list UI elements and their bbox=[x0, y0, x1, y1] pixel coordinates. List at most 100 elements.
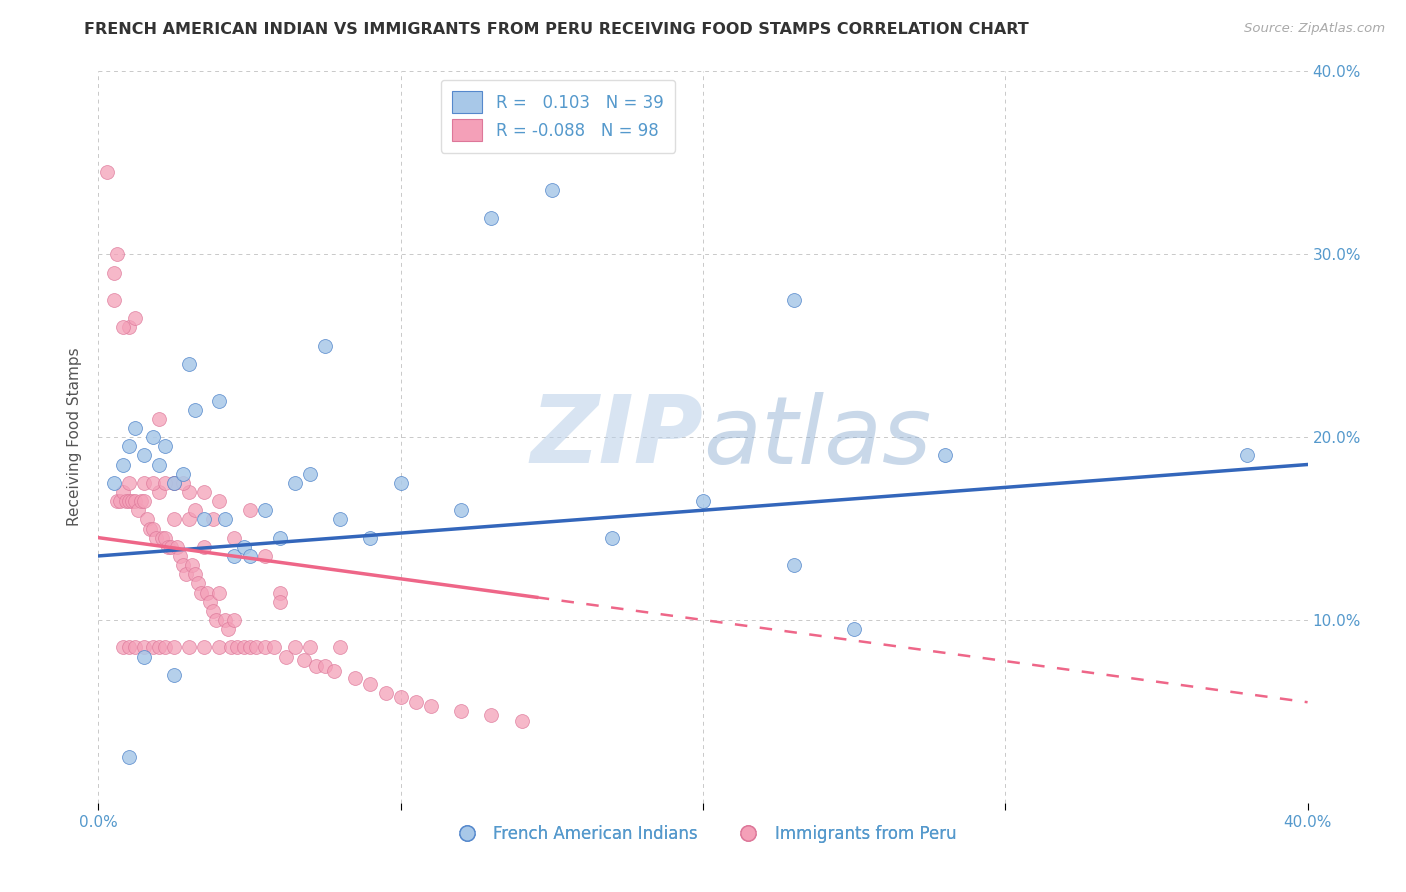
Point bbox=[208, 640, 231, 655]
Point bbox=[292, 653, 315, 667]
Point bbox=[142, 475, 165, 490]
Point bbox=[181, 558, 204, 573]
Point bbox=[156, 540, 179, 554]
Point bbox=[111, 458, 134, 472]
Point bbox=[224, 531, 246, 545]
Point bbox=[269, 531, 291, 545]
Point bbox=[111, 320, 134, 334]
Point bbox=[148, 485, 170, 500]
Point bbox=[103, 266, 125, 280]
Point bbox=[166, 540, 188, 554]
Point bbox=[263, 640, 285, 655]
Point bbox=[132, 475, 155, 490]
Point bbox=[195, 585, 218, 599]
Point bbox=[284, 640, 307, 655]
Point bbox=[172, 467, 194, 481]
Point bbox=[374, 686, 396, 700]
Point bbox=[172, 558, 194, 573]
Point bbox=[239, 549, 262, 563]
Point bbox=[224, 613, 246, 627]
Y-axis label: Receiving Food Stamps: Receiving Food Stamps bbox=[67, 348, 83, 526]
Point bbox=[844, 622, 866, 636]
Point bbox=[344, 672, 367, 686]
Point bbox=[314, 338, 336, 352]
Point bbox=[163, 512, 186, 526]
Point bbox=[153, 439, 176, 453]
Point bbox=[193, 485, 215, 500]
Point bbox=[153, 475, 176, 490]
Point bbox=[232, 540, 254, 554]
Point bbox=[389, 475, 412, 490]
Point bbox=[214, 512, 236, 526]
Point bbox=[193, 640, 215, 655]
Point bbox=[253, 503, 276, 517]
Point bbox=[208, 393, 231, 408]
Point bbox=[217, 622, 239, 636]
Point bbox=[214, 613, 236, 627]
Point bbox=[163, 640, 186, 655]
Point bbox=[129, 494, 152, 508]
Point bbox=[420, 698, 443, 713]
Point bbox=[124, 494, 146, 508]
Point bbox=[121, 494, 143, 508]
Point bbox=[163, 667, 186, 681]
Point bbox=[124, 311, 146, 326]
Point bbox=[184, 402, 207, 417]
Point bbox=[269, 594, 291, 608]
Point bbox=[299, 640, 322, 655]
Text: atlas: atlas bbox=[703, 392, 931, 483]
Point bbox=[118, 494, 141, 508]
Point bbox=[450, 503, 472, 517]
Point bbox=[132, 494, 155, 508]
Point bbox=[232, 640, 254, 655]
Point bbox=[179, 640, 201, 655]
Point bbox=[124, 421, 146, 435]
Point bbox=[118, 750, 141, 764]
Point bbox=[450, 705, 472, 719]
Point bbox=[187, 576, 209, 591]
Point bbox=[193, 512, 215, 526]
Point bbox=[224, 549, 246, 563]
Point bbox=[132, 640, 155, 655]
Point bbox=[163, 475, 186, 490]
Point bbox=[145, 531, 167, 545]
Point bbox=[118, 640, 141, 655]
Point bbox=[142, 640, 165, 655]
Text: ZIP: ZIP bbox=[530, 391, 703, 483]
Point bbox=[208, 494, 231, 508]
Point bbox=[540, 183, 562, 197]
Point bbox=[118, 320, 141, 334]
Point bbox=[148, 640, 170, 655]
Point bbox=[142, 430, 165, 444]
Point bbox=[179, 512, 201, 526]
Point bbox=[783, 293, 806, 307]
Point bbox=[190, 585, 212, 599]
Point bbox=[389, 690, 412, 704]
Point bbox=[148, 412, 170, 426]
Point bbox=[118, 475, 141, 490]
Point bbox=[139, 521, 162, 535]
Point bbox=[405, 695, 427, 709]
Point bbox=[221, 640, 243, 655]
Point bbox=[172, 475, 194, 490]
Point bbox=[253, 640, 276, 655]
Point bbox=[124, 640, 146, 655]
Point bbox=[142, 521, 165, 535]
Point bbox=[153, 531, 176, 545]
Point bbox=[226, 640, 249, 655]
Point bbox=[245, 640, 267, 655]
Point bbox=[105, 494, 128, 508]
Point bbox=[103, 293, 125, 307]
Point bbox=[118, 439, 141, 453]
Point bbox=[105, 247, 128, 261]
Point bbox=[692, 494, 714, 508]
Point bbox=[202, 512, 225, 526]
Point bbox=[274, 649, 297, 664]
Point bbox=[163, 475, 186, 490]
Point bbox=[208, 585, 231, 599]
Point bbox=[135, 512, 157, 526]
Point bbox=[132, 649, 155, 664]
Point bbox=[360, 531, 382, 545]
Point bbox=[153, 640, 176, 655]
Point bbox=[111, 640, 134, 655]
